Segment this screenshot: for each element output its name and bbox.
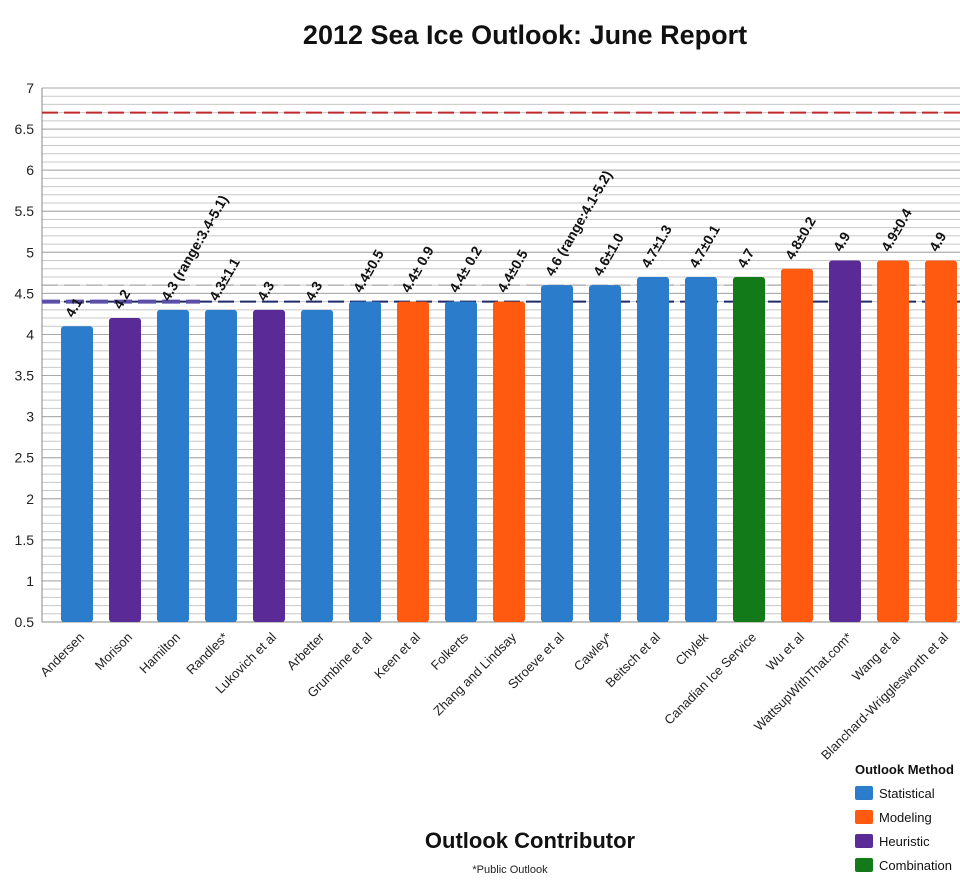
x-tick-label: Morison bbox=[92, 630, 135, 673]
y-tick-label: 4.5 bbox=[15, 285, 35, 301]
x-tick-label: Andersen bbox=[37, 630, 87, 680]
data-label: 4.7±0.1 bbox=[686, 222, 723, 271]
data-label: 4.4±0.5 bbox=[350, 247, 387, 296]
y-tick-label: 3 bbox=[26, 409, 34, 425]
data-label: 4.3 bbox=[302, 278, 326, 303]
legend-title: Outlook Method bbox=[855, 762, 954, 777]
x-axis-title: Outlook Contributor bbox=[424, 828, 636, 853]
data-label: 4.9±0.4 bbox=[878, 205, 915, 254]
data-label: 4.2 bbox=[110, 286, 134, 311]
y-tick-label: 5.5 bbox=[15, 203, 35, 219]
x-tick-label: Folkerts bbox=[428, 629, 472, 673]
y-tick-label: 1.5 bbox=[15, 532, 35, 548]
legend-swatch-statistical bbox=[855, 786, 873, 800]
data-label: 4.7 bbox=[734, 245, 758, 270]
legend-swatch-combination bbox=[855, 858, 873, 872]
legend-item-modeling: Modeling bbox=[855, 805, 960, 829]
x-tick-label: Hamilton bbox=[136, 630, 183, 677]
x-tick-label: Canadian Ice Service bbox=[661, 630, 759, 728]
legend-item-statistical: Statistical bbox=[855, 781, 960, 805]
y-tick-label: 7 bbox=[26, 80, 34, 96]
bar bbox=[685, 276, 717, 622]
legend-label-modeling: Modeling bbox=[879, 809, 932, 825]
data-label: 4.4±0.5 bbox=[494, 247, 531, 296]
bar bbox=[109, 318, 141, 622]
data-label: 4.9 bbox=[830, 229, 854, 254]
bar bbox=[781, 268, 813, 622]
y-tick-label: 5 bbox=[26, 244, 34, 260]
y-tick-label: 3.5 bbox=[15, 368, 35, 384]
bar bbox=[445, 301, 477, 622]
data-label: 4.7±1.3 bbox=[638, 222, 675, 271]
data-label: 4.6±1.0 bbox=[590, 230, 627, 279]
y-tick-label: 6 bbox=[26, 162, 34, 178]
y-tick-label: 4 bbox=[26, 326, 34, 342]
y-tick-label: 0.5 bbox=[15, 614, 35, 630]
chart-title: 2012 Sea Ice Outlook: June Report bbox=[302, 20, 748, 50]
data-label: 4.8±0.2 bbox=[782, 214, 819, 263]
y-tick-label: 6.5 bbox=[15, 121, 35, 137]
legend-label-heuristic: Heuristic bbox=[879, 833, 930, 849]
legend-item-heuristic: Heuristic bbox=[855, 829, 960, 853]
legend-label-combination: Combination bbox=[879, 857, 952, 873]
x-tick-label: WattsupWithThat.com* bbox=[751, 630, 855, 734]
data-label: 4.1 bbox=[62, 295, 86, 320]
x-tick-label: Arbetter bbox=[284, 629, 328, 673]
bar bbox=[157, 309, 189, 622]
bar bbox=[397, 301, 429, 622]
y-tick-label: 2.5 bbox=[15, 450, 35, 466]
y-tick-label: 2 bbox=[26, 491, 34, 507]
x-tick-label: Cawley* bbox=[571, 630, 615, 674]
bar bbox=[589, 285, 621, 622]
bar bbox=[925, 260, 957, 622]
x-tick-label: Keen et al bbox=[371, 629, 423, 681]
bar bbox=[877, 260, 909, 622]
legend-item-combination: Combination bbox=[855, 853, 960, 877]
bar bbox=[829, 260, 861, 622]
bar bbox=[733, 276, 765, 622]
data-label: 4.3±1.1 bbox=[206, 255, 243, 304]
bar bbox=[61, 326, 93, 622]
bar bbox=[253, 309, 285, 622]
y-tick-label: 1 bbox=[26, 573, 34, 589]
bar bbox=[541, 285, 573, 622]
x-tick-label: Wu et al bbox=[763, 629, 807, 673]
x-tick-label: Zhang and Lindsay bbox=[430, 629, 519, 718]
data-label: 4.9 bbox=[926, 229, 950, 254]
x-tick-label: Randles* bbox=[183, 630, 231, 678]
bar bbox=[637, 276, 669, 622]
bar bbox=[493, 301, 525, 622]
x-tick-label: Chylek bbox=[672, 629, 711, 668]
data-label: 4.3 bbox=[254, 278, 278, 303]
bar bbox=[205, 309, 237, 622]
footnote: *Public Outlook bbox=[472, 864, 548, 876]
legend-swatch-heuristic bbox=[855, 834, 873, 848]
bar bbox=[301, 309, 333, 622]
bar bbox=[349, 301, 381, 622]
legend-swatch-modeling bbox=[855, 810, 873, 824]
legend-label-statistical: Statistical bbox=[879, 785, 935, 801]
legend: Outlook Method Statistical Modeling Heur… bbox=[855, 762, 960, 877]
